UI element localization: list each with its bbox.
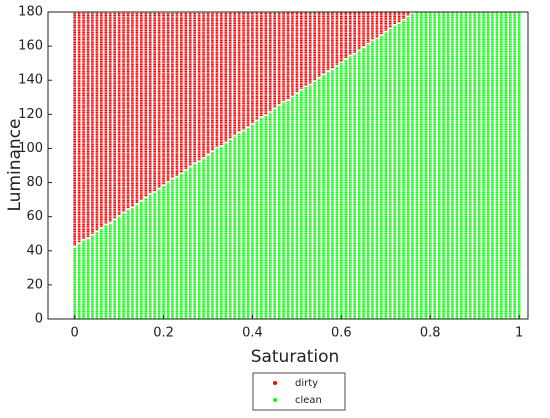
x-tick-label: 0.6 bbox=[331, 326, 352, 341]
y-tick-label: 160 bbox=[18, 39, 43, 54]
y-tick-label: 120 bbox=[18, 107, 43, 122]
y-tick-label: 180 bbox=[18, 5, 43, 20]
legend-marker bbox=[273, 381, 277, 385]
y-tick-label: 20 bbox=[26, 277, 43, 292]
plot-frame bbox=[47, 11, 529, 320]
y-tick-label: 0 bbox=[35, 312, 43, 327]
y-axis-title: Luminance bbox=[5, 118, 25, 211]
y-tick-label: 80 bbox=[26, 175, 43, 190]
y-tick-label: 140 bbox=[18, 73, 43, 88]
x-axis-title: Saturation bbox=[251, 347, 340, 367]
legend-label: dirty bbox=[295, 378, 318, 389]
y-tick-label: 60 bbox=[26, 209, 43, 224]
legend-marker bbox=[273, 398, 277, 402]
x-tick-label: 0.2 bbox=[153, 326, 174, 341]
x-tick-label: 0.8 bbox=[420, 326, 441, 341]
y-tick-label: 40 bbox=[26, 243, 43, 258]
legend-label: clean bbox=[295, 395, 322, 406]
x-tick-label: 0 bbox=[71, 326, 79, 341]
x-tick-label: 1 bbox=[515, 326, 523, 341]
y-tick-label: 100 bbox=[18, 141, 43, 156]
x-tick-label: 0.4 bbox=[242, 326, 263, 341]
legend: dirty clean bbox=[252, 372, 346, 411]
legend-box bbox=[252, 372, 346, 411]
